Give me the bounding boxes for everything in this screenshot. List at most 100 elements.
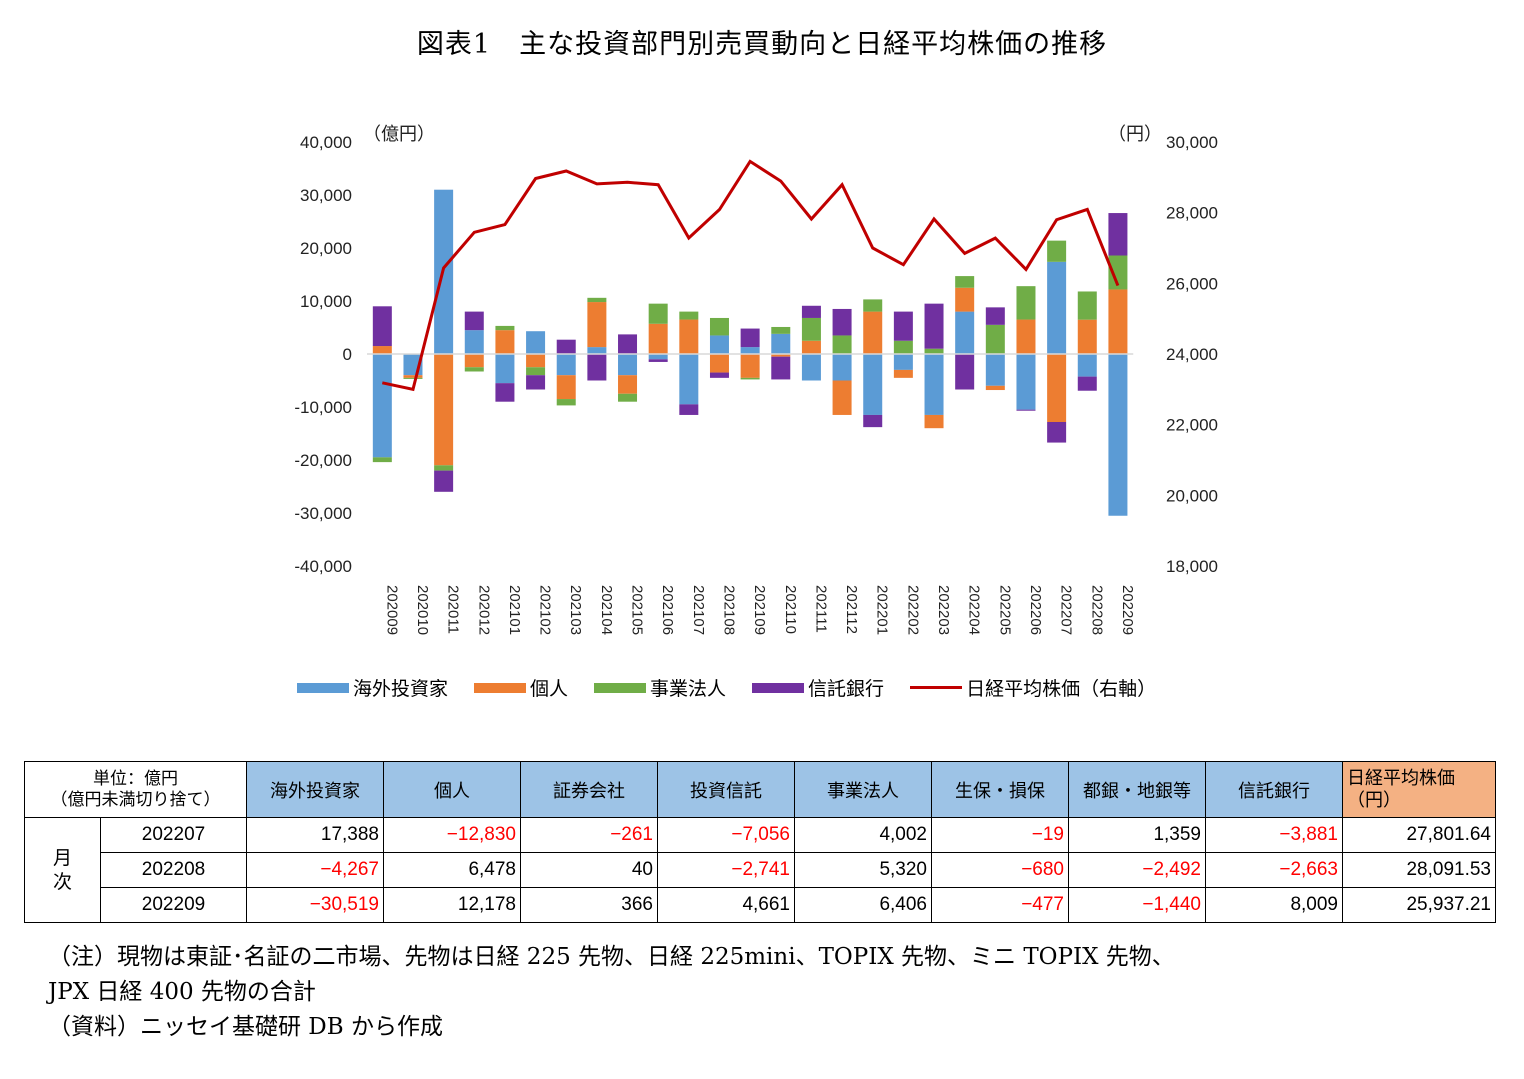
note-line-1: （注）現物は東証･名証の二市場、先物は日経 225 先物、日経 225mini、… [48,944,1175,970]
bar-segment [1047,354,1067,422]
col-header-foreign: 海外投資家 [246,761,384,818]
y-tick-label: -30,000 [294,504,352,523]
y-axis-right: 30,000 28,000 26,000 24,000 22,000 20,000 18,0… [1166,133,1218,576]
x-tick-label: 202109 [751,585,768,635]
table-unit-cell: 単位：億円 （億円未満切り捨て） [24,761,247,818]
x-tick-label: 202106 [659,585,676,635]
legend-item-foreign: 海外投資家 [297,674,448,701]
footnotes: （注）現物は東証･名証の二市場、先物は日経 225 先物、日経 225mini、… [48,940,1175,1045]
y-axis-left: 40,000 30,000 20,000 10,000 0 -10,000 -20,000 -… [294,133,352,576]
bar-segment [924,348,944,354]
bar-segment [832,354,852,381]
left-unit-label: （億円） [363,124,435,145]
bar-segment [863,299,883,312]
legend-item-corporate: 事業法人 [594,674,726,701]
bar-segment [618,393,638,402]
bar-segment [587,297,607,303]
cell-trust-bank: −2,663 [1205,852,1343,888]
bar-segment [464,354,484,368]
bar-segment [372,306,392,347]
combo-chart: 40,000 30,000 20,000 10,000 0 -10,000 -20,000 -… [294,124,1218,635]
bar-segment [1108,213,1128,256]
bar-segment [863,311,883,354]
bar-segment [709,335,729,354]
cell-corporate: 4,002 [794,817,932,853]
cell-investment-trust: −2,741 [657,852,795,888]
y-tick-label: 10,000 [300,292,352,311]
bar-segment [495,354,515,384]
cell-banks: −2,492 [1068,852,1206,888]
bar-segment [893,340,913,354]
cell-securities: 40 [520,852,658,888]
legend-swatch-corporate [594,682,647,693]
bar-series [372,189,1128,516]
bar-segment [893,369,913,378]
y2-tick-label: 20,000 [1166,486,1218,505]
x-tick-label: 202112 [843,585,860,634]
cell-securities: 366 [520,887,658,923]
bar-segment [740,354,760,378]
x-tick-label: 202104 [598,585,615,635]
bar-segment [464,367,484,372]
cell-insurance: −680 [931,852,1069,888]
bar-segment [832,335,852,354]
bar-segment [587,302,607,348]
bar-segment [924,354,944,415]
y2-tick-label: 22,000 [1166,416,1218,435]
legend-label-corporate: 事業法人 [650,678,727,700]
x-tick-label: 202205 [996,585,1013,635]
bar-segment [526,375,546,390]
bar-segment [1047,261,1067,354]
y2-tick-label: 24,000 [1166,345,1218,364]
bar-segment [372,354,392,458]
bar-segment [771,333,791,354]
bar-segment [955,354,975,390]
row-group-label: 月 次 [24,817,101,923]
table-header-row: 単位：億円 （億円未満切り捨て） 海外投資家 個人 証券会社 投資信託 事業法人… [24,761,1496,818]
row-period: 202209 [100,887,247,923]
bar-segment [985,324,1005,354]
row-group-label-2: 次 [52,871,72,893]
bar-segment [801,317,821,341]
bar-segment [771,356,791,380]
right-unit-label: （円） [1108,124,1162,145]
bar-segment [1108,289,1128,354]
unit-note: （億円未満切り捨て） [50,789,221,810]
bar-segment [679,311,699,320]
cell-foreign: 17,388 [246,817,384,853]
data-table: 単位：億円 （億円未満切り捨て） 海外投資家 個人 証券会社 投資信託 事業法人… [24,761,1496,923]
x-tick-label: 202201 [874,585,891,635]
legend-swatch-trust [752,682,805,693]
legend-item-individual: 個人 [474,674,568,701]
x-tick-label: 202207 [1058,585,1075,635]
row-period: 202207 [100,817,247,853]
y-tick-label: 0 [343,345,352,364]
bar-segment [372,346,392,354]
cell-corporate: 5,320 [794,852,932,888]
bar-segment [863,354,883,415]
table-row: 202208 −4,267 6,478 40 −2,741 5,320 −680… [25,852,1496,888]
cell-investment-trust: 4,661 [657,887,795,923]
cell-foreign: −30,519 [246,887,384,923]
bar-segment [464,330,484,354]
y2-tick-label: 26,000 [1166,274,1218,293]
bar-segment [434,470,454,492]
bar-segment [679,354,699,405]
x-tick-label: 202011 [445,585,462,634]
y2-tick-label: 18,000 [1166,557,1218,576]
bar-segment [556,339,576,354]
bar-segment [740,328,760,348]
x-tick-label: 202009 [383,585,400,635]
cell-insurance: −477 [931,887,1069,923]
cell-individual: 12,178 [383,887,521,923]
y-tick-label: 40,000 [300,133,352,152]
bar-segment [648,303,668,324]
bar-segment [893,311,913,341]
cell-trust-bank: −3,881 [1205,817,1343,853]
x-axis-labels: 202009 202010 202011 202012 202101 202102 2021… [383,585,1136,635]
bar-segment [1047,421,1067,443]
bar-segment [832,308,852,336]
bar-segment [679,404,699,415]
nikkei-series-line [381,159,1120,392]
x-tick-label: 202107 [690,585,707,635]
